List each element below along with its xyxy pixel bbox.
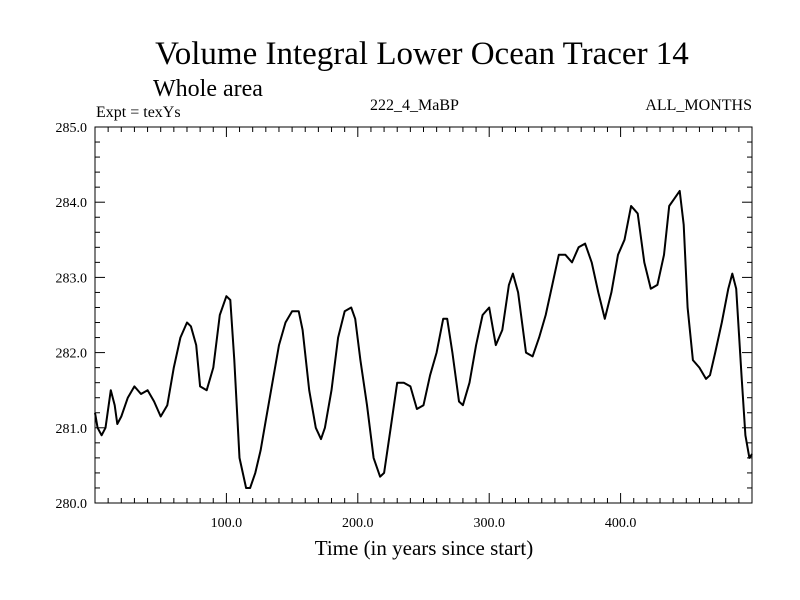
experiment-label: Expt = texYs (96, 104, 181, 121)
chart-subtitle: Whole area (153, 76, 263, 102)
x-tick-label: 100.0 (211, 516, 243, 531)
chart-title: Volume Integral Lower Ocean Tracer 14 (155, 36, 689, 72)
x-axis-label: Time (in years since start) (315, 536, 534, 560)
series-line (94, 189, 753, 489)
y-tick-label: 281.0 (56, 422, 88, 437)
y-tick-label: 282.0 (56, 347, 88, 362)
x-tick-label: 200.0 (342, 516, 374, 531)
y-tick-label: 283.0 (56, 271, 88, 286)
axis-ticks (95, 127, 752, 503)
run-label: 222_4_MaBP (370, 97, 459, 114)
y-tick-label: 284.0 (56, 196, 88, 211)
y-tick-label: 285.0 (56, 121, 88, 136)
x-tick-label: 400.0 (605, 516, 637, 531)
plot-frame (94, 126, 753, 504)
period-label: ALL_MONTHS (645, 97, 752, 114)
axis-tick-labels: 100.0 200.0 300.0 400.0 280.0 281.0 282.0 283.0… (56, 121, 637, 531)
x-tick-label: 300.0 (473, 516, 505, 531)
y-tick-label: 280.0 (56, 497, 88, 512)
